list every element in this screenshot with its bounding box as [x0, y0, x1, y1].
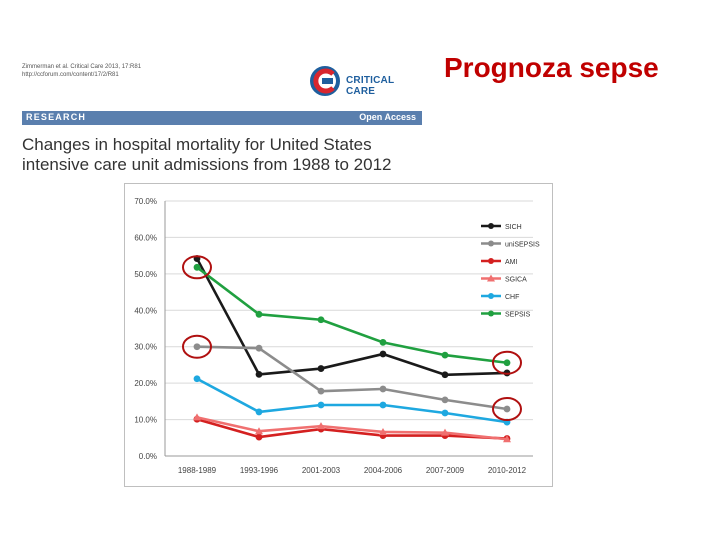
chart-highlights — [182, 255, 522, 422]
data-point — [193, 375, 201, 383]
legend-marker — [488, 240, 494, 247]
x-tick-label: 1988-1989 — [178, 466, 217, 475]
legend-label: SICH — [505, 224, 522, 231]
x-tick-label: 2001-2003 — [302, 466, 341, 475]
data-point — [317, 365, 325, 372]
y-tick-label: 40.0% — [134, 306, 157, 315]
y-tick-label: 70.0% — [134, 197, 157, 206]
legend-label: AMI — [505, 259, 518, 266]
series-line-unisepsis — [196, 345, 508, 411]
data-point — [317, 401, 325, 409]
data-point — [441, 351, 449, 359]
data-point — [317, 387, 325, 395]
series-line-sepsis — [196, 266, 508, 365]
data-point — [379, 350, 387, 358]
y-tick-label: 50.0% — [134, 270, 157, 279]
legend-label: CHF — [505, 294, 519, 301]
y-tick-label: 30.0% — [134, 343, 157, 352]
open-access-label: Open Access — [359, 112, 416, 122]
data-point — [255, 344, 263, 352]
legend-marker — [488, 258, 494, 264]
data-point — [441, 396, 449, 404]
data-point — [503, 359, 511, 367]
highlight-circle — [182, 334, 212, 359]
x-tick-label: 2010-2012 — [488, 466, 527, 475]
data-point — [441, 409, 449, 417]
data-point — [255, 427, 263, 435]
y-tick-label: 20.0% — [134, 379, 157, 388]
legend-marker — [488, 223, 494, 229]
chart-axes: 0.0% 10.0% 20.0% 30.0% 40.0% 50.0% 60.0% 70.0% 1… — [134, 197, 533, 475]
logo-text: CRITICAL CARE — [346, 75, 395, 97]
highlight-circle — [182, 255, 212, 280]
critical-care-logo: CRITICAL CARE — [310, 66, 422, 98]
legend-label: uniSEPSIS — [505, 242, 540, 249]
data-point — [255, 310, 263, 318]
section-label: RESEARCH — [26, 112, 87, 122]
data-point — [379, 338, 387, 346]
legend-marker — [487, 274, 495, 282]
data-point — [379, 401, 387, 409]
chart-frame: 0.0% 10.0% 20.0% 30.0% 40.0% 50.0% 60.0% 70.0% 1… — [124, 183, 553, 487]
x-tick-label: 2004-2006 — [364, 466, 403, 475]
legend-label: SEPSIS — [505, 312, 531, 319]
x-tick-label: 1993-1996 — [240, 466, 279, 475]
mortality-line-chart: 0.0% 10.0% 20.0% 30.0% 40.0% 50.0% 60.0% 70.0% 1… — [134, 197, 540, 475]
data-point — [193, 263, 201, 271]
x-tick-label: 2007-2009 — [426, 466, 465, 475]
data-point — [379, 385, 387, 393]
data-point — [441, 371, 449, 379]
chart-legend: SICH uniSEPSIS AMI SGICA CHF SEPSIS — [481, 223, 540, 319]
data-point — [317, 316, 325, 324]
data-point — [441, 428, 449, 436]
highlight-circle — [492, 350, 522, 375]
legend-label: SGICA — [505, 277, 527, 284]
data-point — [379, 427, 387, 435]
y-tick-label: 0.0% — [139, 452, 157, 461]
data-point — [255, 371, 263, 378]
series-line-chf — [196, 377, 508, 424]
slide-title: Prognoza sepse — [444, 52, 659, 83]
research-band: RESEARCH Open Access — [22, 111, 422, 125]
series-line-sich — [195, 257, 508, 377]
data-point — [503, 435, 511, 443]
highlight-circle — [492, 397, 522, 422]
article-title: Changes in hospital mortality for United… — [22, 135, 392, 174]
citation: Zimmerman et al. Critical Care 2013, 17:… — [22, 63, 141, 79]
series-line-ami — [196, 417, 508, 440]
data-point — [317, 422, 325, 430]
citation-journal: Zimmerman et al. Critical Care 2013, 17:… — [22, 64, 142, 70]
y-tick-label: 60.0% — [134, 233, 157, 242]
legend-marker — [488, 310, 494, 317]
y-tick-label: 10.0% — [134, 416, 157, 425]
data-point — [255, 408, 263, 416]
citation-url: http://ccforum.com/content/17/2/R81 — [22, 72, 119, 78]
critical-care-logo-icon — [310, 66, 340, 96]
data-point — [503, 405, 511, 413]
data-point — [255, 433, 263, 441]
legend-marker — [488, 293, 494, 299]
data-point — [193, 343, 201, 351]
data-point — [193, 413, 201, 421]
chart-series — [193, 255, 511, 443]
series-line-sgica — [196, 416, 508, 441]
